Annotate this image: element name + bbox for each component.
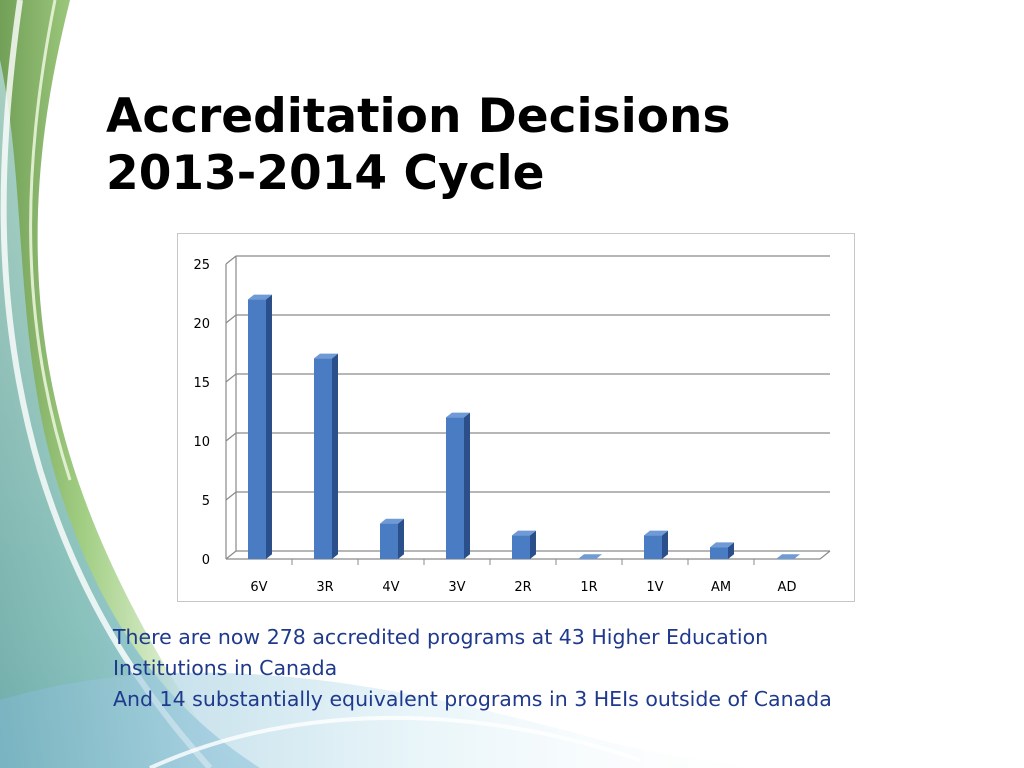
gridline-depth	[225, 491, 237, 501]
x-tick-label: AM	[711, 580, 731, 595]
y-tick-label: 5	[202, 494, 210, 509]
bar-3R	[314, 358, 332, 559]
x-tick-label: 1R	[580, 580, 597, 595]
bar-side-3V	[464, 412, 470, 559]
x-tick-label: 2R	[514, 580, 531, 595]
x-axis-depth	[819, 550, 831, 560]
bar-top-1V	[644, 530, 668, 536]
caption-line-1: There are now 278 accredited programs at…	[113, 625, 769, 649]
caption-line-2: Institutions in Canada	[113, 656, 338, 680]
bar-chart: 0 5 10 15 20 25 6V 3R 4V 3V 2R 1R 1V AM AD	[177, 233, 855, 602]
bar-top-3V	[446, 412, 470, 418]
bar-top-AM	[710, 542, 734, 548]
x-tick-label: 3R	[316, 580, 333, 595]
bar-top-4V	[380, 518, 404, 524]
x-tick-label: 4V	[382, 580, 399, 595]
bar-1V	[644, 535, 662, 559]
y-tick-label: 0	[202, 553, 210, 568]
bar-2R	[512, 535, 530, 559]
y-tick-label: 10	[193, 435, 210, 450]
caption: There are now 278 accredited programs at…	[113, 622, 993, 715]
gridline-depth	[225, 432, 237, 442]
bar-top-1R	[578, 554, 602, 559]
gridline-depth	[225, 255, 237, 265]
x-tick-label: 3V	[448, 580, 465, 595]
x-tick-label: 1V	[646, 580, 663, 595]
gridline-depth	[225, 373, 237, 383]
bar-side-1V	[662, 530, 668, 559]
gridline-depth	[225, 314, 237, 324]
bar-top-3R	[314, 353, 338, 359]
bar-side-6V	[266, 294, 272, 559]
x-tick-label: 6V	[250, 580, 267, 595]
bar-AM	[710, 547, 728, 559]
title-line-2: 2013-2014 Cycle	[106, 146, 545, 201]
title-line-1: Accreditation Decisions	[106, 89, 731, 144]
y-tick-label: 25	[193, 258, 210, 273]
bar-6V	[248, 299, 266, 559]
bar-side-2R	[530, 530, 536, 559]
bar-top-6V	[248, 294, 272, 300]
bar-side-4V	[398, 518, 404, 559]
bar-top-AD	[776, 554, 800, 559]
bar-side-AM	[728, 542, 734, 559]
chart-canvas: 0 5 10 15 20 25 6V 3R 4V 3V 2R 1R 1V AM AD	[193, 255, 831, 595]
gridline-depth	[225, 550, 237, 560]
y-tick-label: 15	[193, 376, 210, 391]
y-tick-label: 20	[193, 317, 210, 332]
bar-top-2R	[512, 530, 536, 536]
slide-title: Accreditation Decisions 2013-2014 Cycle	[106, 88, 906, 202]
bar-4V	[380, 523, 398, 559]
x-tick-label: AD	[778, 580, 797, 595]
bar-3V	[446, 417, 464, 559]
caption-line-3: And 14 substantially equivalent programs…	[113, 687, 832, 711]
bar-side-3R	[332, 353, 338, 559]
